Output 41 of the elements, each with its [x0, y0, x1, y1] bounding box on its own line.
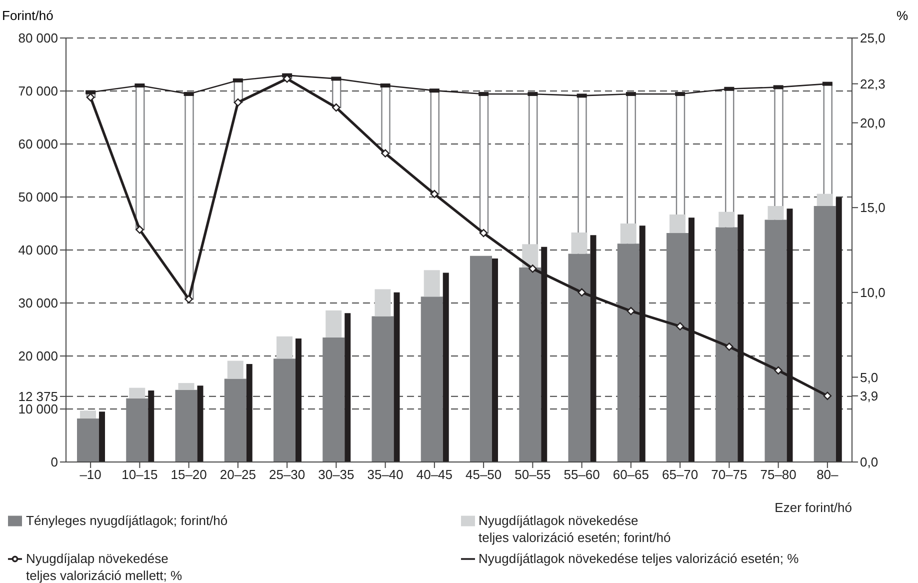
- y-tick-label: 20 000: [18, 348, 58, 364]
- y-tick-label: 12 375: [18, 389, 58, 404]
- y2-tick-label: 10,0: [860, 285, 886, 300]
- x-tick-label: 80–: [816, 467, 840, 482]
- y2-tick-label: 22,3: [860, 76, 886, 92]
- x-tick-label: 70–75: [711, 467, 748, 482]
- x-tick-label: 65–70: [662, 467, 698, 482]
- y-tick-label: 60 000: [18, 136, 58, 152]
- y2-tick-label: 20,0: [860, 115, 886, 130]
- x-tick-label: 25–30: [268, 467, 306, 482]
- y-tick-label: 10 000: [18, 402, 58, 417]
- y-tick-label: 70 000: [18, 84, 58, 99]
- x-tick-label: 50–55: [514, 467, 551, 482]
- y-tick-label: 50 000: [18, 190, 58, 205]
- y2-tick-label: 0,0: [860, 454, 878, 470]
- y-tick-label: 0: [50, 454, 58, 470]
- x-tick-label: 30–35: [318, 467, 354, 482]
- legend-label: Nyugdíjalap növekedése teljes valorizáció mellett; %: [26, 550, 182, 583]
- y2-axis-title: %: [896, 8, 908, 23]
- legend-label: Nyugdíjátlagok növekedése teljes valorizáció esetén; %: [478, 550, 799, 567]
- x-tick-label: 45–50: [465, 467, 502, 482]
- y-tick-label: 80 000: [18, 30, 58, 46]
- x-tick-label: 20–25: [220, 467, 256, 482]
- legend-label: Tényleges nyugdíjátlagok; forint/hó: [26, 512, 228, 529]
- x-axis-title: Ezer forint/hó: [774, 500, 852, 515]
- x-tick-label: 75–80: [760, 467, 796, 482]
- x-tick-label: 40–45: [416, 467, 453, 482]
- y-axis-title: Forint/hó: [2, 8, 54, 23]
- x-tick-label: 35–40: [367, 467, 404, 482]
- y2-tick-label: 5,0: [860, 370, 878, 385]
- x-tick-label: 55–60: [564, 467, 600, 482]
- x-tick-label: –10: [80, 467, 102, 482]
- y-tick-label: 40 000: [18, 242, 58, 258]
- y2-tick-label: 3,9: [860, 388, 878, 404]
- x-tick-label: 15–20: [170, 467, 207, 482]
- legend-label: Nyugdíjátlagok növekedése teljes valorizáció esetén; forint/hó: [478, 512, 671, 546]
- y2-tick-label: 15,0: [860, 200, 886, 216]
- y2-tick-label: 25,0: [860, 30, 886, 46]
- x-tick-label: 10–15: [122, 467, 158, 482]
- x-tick-label: 60–65: [612, 467, 650, 482]
- y-tick-label: 30 000: [18, 296, 58, 311]
